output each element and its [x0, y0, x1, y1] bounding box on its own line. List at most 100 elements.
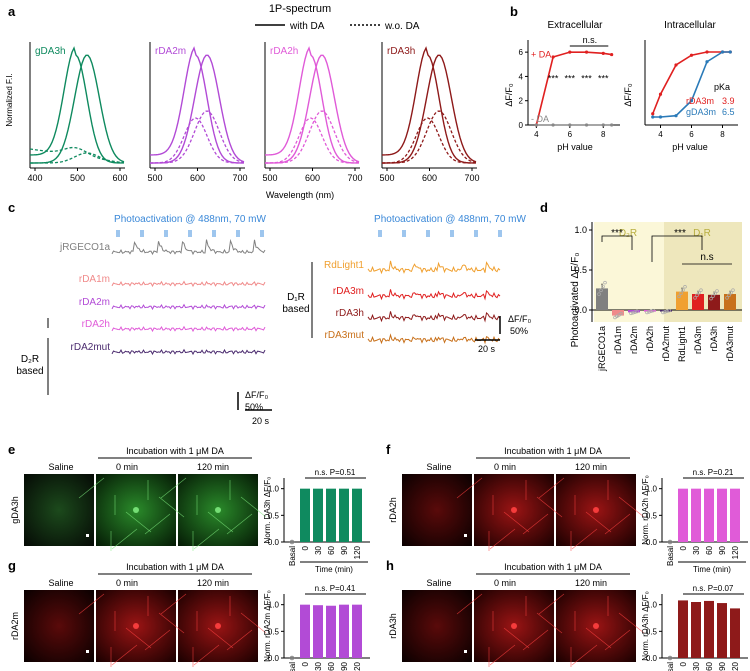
emission-without-da — [30, 152, 125, 164]
emission-without-da — [149, 110, 245, 164]
int-point — [651, 112, 655, 116]
bar — [730, 608, 740, 658]
soma — [593, 623, 599, 629]
neurite — [456, 593, 483, 615]
bar-basal-point — [289, 655, 295, 661]
bar-category-label: 90 — [340, 661, 349, 670]
d-ytick-label: 0.5 — [574, 265, 587, 275]
neurite — [193, 644, 220, 666]
ext-ytick-label: 4 — [519, 72, 524, 81]
bar — [339, 604, 349, 658]
d-point — [699, 288, 703, 292]
pka-name: rDA3m — [686, 96, 714, 106]
spectrum-title: 1P-spectrum — [269, 3, 331, 15]
t120-label: 120 min — [197, 578, 229, 588]
bar-category-label: 90 — [340, 545, 349, 554]
d-category-label: rDA3mut — [725, 326, 735, 362]
emission-with-da — [381, 54, 477, 164]
saline-image — [402, 590, 472, 662]
d-point — [651, 308, 655, 313]
legend-without-da: w.o. DA — [384, 21, 420, 32]
ns-label: n.s. — [583, 35, 598, 45]
d-point — [599, 288, 603, 293]
ext-point — [568, 50, 572, 54]
scale-bar — [86, 534, 89, 537]
d-point — [601, 284, 605, 289]
excitation-without-da — [381, 117, 477, 164]
soma — [133, 507, 139, 513]
neurite — [536, 496, 563, 518]
stim-marker-left — [188, 230, 192, 237]
bar-category-label: 0 — [679, 545, 688, 550]
d-point — [681, 288, 685, 292]
bar — [678, 600, 688, 658]
ext-point — [610, 52, 614, 57]
d-point — [695, 293, 699, 298]
trace-right — [367, 333, 501, 345]
d-point — [661, 310, 665, 315]
panel-b: b Extracellular Intracellular ΔF/F₀ ΔF/F… — [504, 4, 738, 152]
stim-marker-right — [450, 230, 454, 237]
stim-marker-right — [474, 230, 478, 237]
bar-ytick-label: 0.0 — [646, 654, 658, 663]
image-sensor-label: rDA2m — [10, 612, 20, 640]
neurite — [536, 612, 563, 634]
bar-category-label: Basal — [666, 662, 675, 671]
bar-category-label: 120 — [731, 545, 740, 559]
neurite — [111, 644, 138, 666]
plus-da-label: + DA — [531, 50, 551, 60]
ext-sig-star: *** — [565, 73, 576, 83]
d-point — [597, 292, 601, 296]
bar-category-label: 120 — [731, 661, 740, 671]
bar — [352, 604, 362, 658]
d1r-group-label-2: based — [282, 304, 309, 315]
trace-left — [111, 348, 266, 356]
bar-category-label: 120 — [353, 661, 362, 671]
trace-right — [367, 289, 501, 301]
bar-category-label: Basal — [288, 662, 297, 671]
neurite — [111, 528, 138, 550]
bar — [704, 488, 714, 542]
int-point — [658, 92, 663, 96]
ext-xtick-label: 4 — [534, 130, 539, 139]
bar-category-label: 0 — [301, 661, 310, 666]
d2r-group-label-1: D₂R — [21, 354, 39, 365]
t0-label: 0 min — [494, 462, 516, 472]
scale-x-label-right: 20 s — [478, 344, 496, 354]
panel-g: g Incubation with 1 μM DA Saline 0 min 120 m… — [8, 558, 370, 671]
spectrum-tick-label: 500 — [262, 173, 277, 183]
minus-da-label: - DA — [531, 114, 549, 124]
neurite — [158, 612, 185, 634]
t120-label: 120 min — [197, 462, 229, 472]
neurite — [207, 511, 234, 533]
spectrum-ylabel: Normalized F.I. — [5, 73, 14, 126]
scale-y-val-right: 50% — [510, 326, 528, 336]
intracellular-title: Intracellular — [664, 20, 716, 31]
bar-ytick-label: 0.5 — [268, 511, 280, 520]
d-category-label: rDA3h — [709, 326, 719, 352]
spectrum-tick-label: 700 — [347, 173, 362, 183]
neurite — [522, 513, 549, 535]
incubation-header: Incubation with 1 μM DA — [504, 446, 602, 456]
int-point — [674, 114, 678, 118]
int-point — [689, 53, 694, 57]
scale-x-label-left: 20 s — [252, 416, 270, 426]
bar — [717, 603, 727, 658]
d-bar — [724, 294, 736, 310]
excitation-without-da — [29, 146, 125, 164]
incubation-header: Incubation with 1 μM DA — [126, 446, 224, 456]
trace-right — [367, 311, 501, 323]
scale-bar — [464, 650, 467, 653]
ext-point — [551, 55, 555, 59]
d-bar — [612, 310, 624, 316]
trace-left — [111, 303, 266, 311]
d1r-group-label-1: D₁R — [287, 292, 305, 303]
saline-label: Saline — [48, 462, 73, 472]
soma — [511, 623, 517, 629]
ext-ytick-label: 2 — [519, 97, 524, 106]
image-sensor-label: rDA2h — [388, 497, 398, 523]
ext-point — [601, 123, 605, 127]
incubation-header: Incubation with 1 μM DA — [504, 562, 602, 572]
bar-category-label: Basal — [288, 546, 297, 566]
